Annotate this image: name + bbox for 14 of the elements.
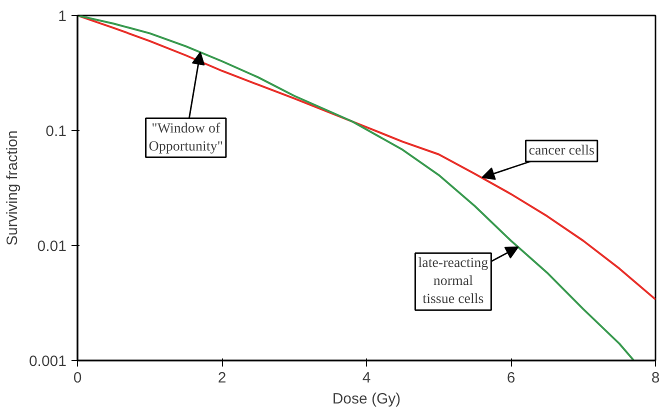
x-tick-label: 6 — [506, 370, 516, 386]
x-tick-label: 2 — [218, 370, 226, 386]
x-tick-label: 4 — [362, 370, 371, 386]
y-tick-label: 1 — [58, 8, 66, 25]
y-tick-label: 0.001 — [28, 353, 67, 370]
annotation: late-reacting normal tissue cells — [418, 256, 488, 308]
annotation: cancer cells — [528, 144, 594, 159]
annotation: "Window of Opportunity" — [148, 121, 223, 154]
x-axis-title: Dose (Gy) — [332, 390, 401, 408]
x-tick-label: 8 — [651, 370, 660, 386]
y-tick-label: 0.01 — [37, 238, 67, 255]
x-tick-label: 0 — [73, 370, 82, 386]
y-tick-label: 0.1 — [46, 123, 67, 140]
y-axis-title: Surviving fraction — [4, 130, 21, 246]
